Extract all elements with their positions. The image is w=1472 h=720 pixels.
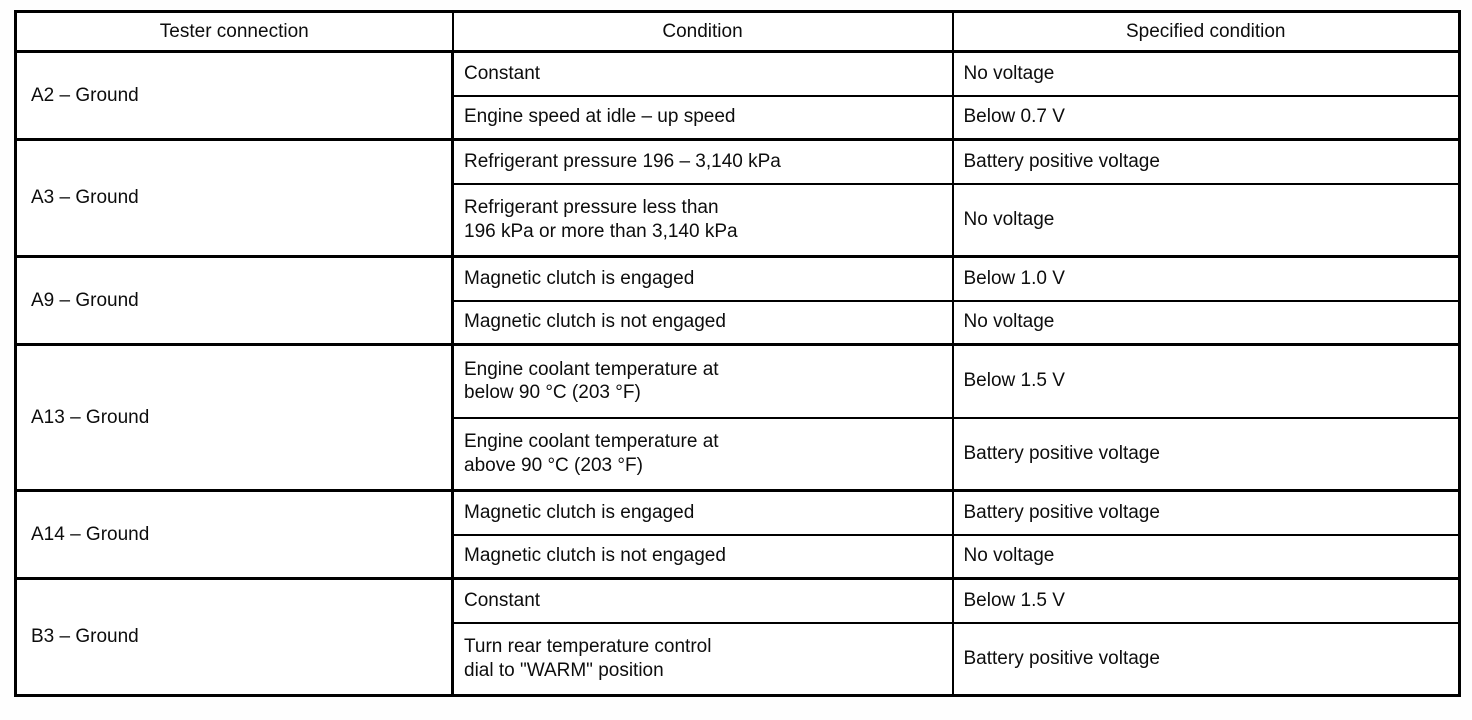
table-row: Engine speed at idle – up speed Below 0.… bbox=[16, 94, 1461, 141]
table-row: A13 – Ground Engine coolant temperature … bbox=[14, 343, 1461, 492]
col-header-specified-condition: Specified condition bbox=[951, 10, 1461, 53]
condition-cell: Constant bbox=[451, 577, 954, 624]
tester-connection-cell: A13 – Ground bbox=[14, 343, 454, 492]
specified-condition-cell: Below 1.5 V bbox=[951, 343, 1461, 419]
condition-cell: Engine coolant temperature at below 90 °… bbox=[451, 343, 954, 419]
specified-condition-cell: Battery positive voltage bbox=[951, 621, 1461, 697]
table-row: A14 – Ground Magnetic clutch is engaged … bbox=[14, 489, 1461, 580]
table-row: B3 – Ground Constant Below 1.5 V bbox=[14, 577, 1461, 697]
col-header-condition: Condition bbox=[451, 10, 954, 53]
table-row: Engine coolant temperature at above 90 °… bbox=[16, 416, 1461, 492]
tester-connection-table: Tester connection Condition Specified co… bbox=[14, 10, 1461, 697]
tester-connection-cell: A14 – Ground bbox=[14, 489, 454, 580]
condition-cell: Refrigerant pressure 196 – 3,140 kPa bbox=[451, 138, 954, 185]
condition-cell: Magnetic clutch is engaged bbox=[451, 489, 954, 536]
specified-condition-cell: Battery positive voltage bbox=[951, 138, 1461, 185]
condition-cell: Magnetic clutch is not engaged bbox=[451, 533, 954, 580]
table-row: Magnetic clutch is not engaged No voltag… bbox=[16, 299, 1461, 346]
table-row: Magnetic clutch is not engaged No voltag… bbox=[16, 533, 1461, 580]
table-row: A9 – Ground Magnetic clutch is engaged B… bbox=[14, 255, 1461, 346]
condition-cell: Magnetic clutch is not engaged bbox=[451, 299, 954, 346]
tester-connection-cell: A2 – Ground bbox=[14, 50, 454, 141]
tester-connection-cell: B3 – Ground bbox=[14, 577, 454, 697]
table-row: Turn rear temperature control dial to "W… bbox=[16, 621, 1461, 697]
specified-condition-cell: Below 1.5 V bbox=[951, 577, 1461, 624]
specified-condition-cell: No voltage bbox=[951, 299, 1461, 346]
table-row: A2 – Ground Constant No voltage bbox=[14, 50, 1461, 141]
condition-cell: Refrigerant pressure less than 196 kPa o… bbox=[451, 182, 954, 258]
condition-cell: Magnetic clutch is engaged bbox=[451, 255, 954, 302]
specified-condition-cell: No voltage bbox=[951, 533, 1461, 580]
specified-condition-cell: No voltage bbox=[951, 182, 1461, 258]
specified-condition-cell: No voltage bbox=[951, 50, 1461, 97]
condition-cell: Turn rear temperature control dial to "W… bbox=[451, 621, 954, 697]
condition-cell: Engine speed at idle – up speed bbox=[451, 94, 954, 141]
table-row: Refrigerant pressure less than 196 kPa o… bbox=[16, 182, 1461, 258]
specified-condition-cell: Below 0.7 V bbox=[951, 94, 1461, 141]
specified-condition-cell: Battery positive voltage bbox=[951, 489, 1461, 536]
specified-condition-cell: Battery positive voltage bbox=[951, 416, 1461, 492]
condition-cell: Constant bbox=[451, 50, 954, 97]
table-row: A3 – Ground Refrigerant pressure 196 – 3… bbox=[14, 138, 1461, 258]
condition-cell: Engine coolant temperature at above 90 °… bbox=[451, 416, 954, 492]
header-row: Tester connection Condition Specified co… bbox=[14, 10, 1461, 53]
tester-connection-cell: A9 – Ground bbox=[14, 255, 454, 346]
specified-condition-cell: Below 1.0 V bbox=[951, 255, 1461, 302]
col-header-tester-connection: Tester connection bbox=[14, 10, 454, 53]
tester-connection-cell: A3 – Ground bbox=[14, 138, 454, 258]
